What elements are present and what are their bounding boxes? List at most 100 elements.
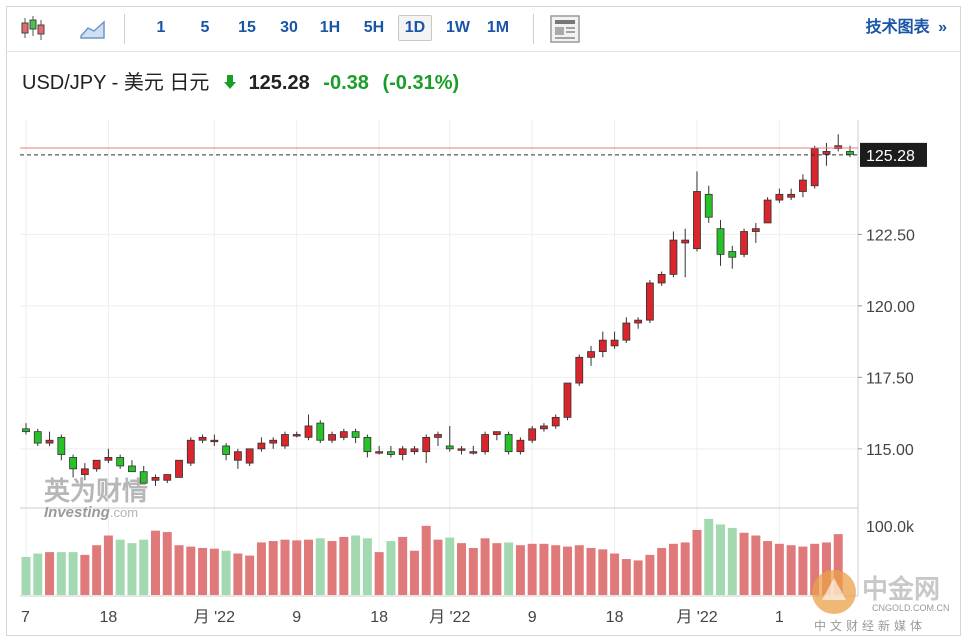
interval-button-1h[interactable]: 1H (319, 19, 341, 36)
candle[interactable] (351, 428, 360, 444)
candle[interactable] (846, 145, 854, 158)
candle[interactable] (398, 445, 407, 461)
candle[interactable] (245, 448, 254, 466)
candle[interactable] (834, 134, 843, 152)
candle[interactable] (198, 434, 207, 444)
interval-button-1[interactable]: 1 (156, 19, 166, 36)
candle-body (175, 459, 183, 478)
candle[interactable] (528, 425, 537, 444)
candle[interactable] (740, 228, 748, 258)
candle[interactable] (481, 431, 489, 455)
candle[interactable] (116, 454, 125, 469)
interval-button-5h[interactable]: 5H (363, 19, 385, 36)
time-tick-label: 7 (21, 609, 30, 626)
candle[interactable] (657, 271, 666, 286)
candle[interactable] (222, 443, 231, 461)
candle[interactable] (492, 431, 501, 441)
cngold-logo-text: 中金网 (862, 574, 940, 604)
candle[interactable] (233, 448, 242, 469)
interval-button-15[interactable]: 15 (238, 19, 256, 36)
candle[interactable] (504, 431, 513, 455)
candle[interactable] (634, 317, 643, 329)
candle[interactable] (563, 382, 572, 421)
candle[interactable] (681, 228, 690, 278)
candle[interactable] (363, 434, 372, 458)
candle[interactable] (575, 354, 584, 386)
candle[interactable] (799, 174, 807, 198)
candle[interactable] (445, 425, 454, 452)
candle[interactable] (292, 431, 301, 438)
candle[interactable] (610, 331, 619, 349)
candle[interactable] (69, 454, 77, 478)
volume-bar (504, 542, 514, 595)
candle[interactable] (751, 222, 760, 243)
candle[interactable] (328, 431, 336, 444)
interval-button-1d[interactable]: 1D (398, 15, 432, 41)
candle[interactable] (410, 445, 419, 455)
candle[interactable] (775, 188, 784, 203)
candle[interactable] (104, 448, 113, 464)
candle[interactable] (540, 423, 548, 432)
candle[interactable] (45, 431, 54, 446)
candle-body (139, 471, 148, 484)
candle[interactable] (787, 188, 796, 201)
candle[interactable] (587, 345, 595, 366)
candle-body (210, 439, 219, 443)
candle[interactable] (810, 145, 819, 189)
candle[interactable] (551, 414, 560, 429)
candle[interactable] (175, 459, 183, 478)
candle[interactable] (598, 331, 607, 358)
candle[interactable] (645, 280, 654, 324)
candle[interactable] (128, 460, 136, 473)
volume-bar (774, 543, 784, 595)
candle[interactable] (92, 459, 101, 472)
candle[interactable] (763, 197, 772, 224)
candle[interactable] (669, 231, 678, 278)
candle[interactable] (316, 420, 325, 444)
candle-body (728, 251, 737, 258)
candle[interactable] (139, 465, 148, 484)
candle[interactable] (457, 445, 466, 455)
candle[interactable] (693, 171, 701, 252)
candle[interactable] (57, 434, 66, 461)
candle[interactable] (210, 434, 219, 446)
candle-body (740, 231, 748, 255)
candle[interactable] (269, 437, 278, 449)
price-lines (20, 147, 858, 156)
technical-chart-link[interactable]: 技术图表 » (866, 15, 947, 41)
candle-body (410, 448, 419, 453)
interval-button-5[interactable]: 5 (200, 19, 210, 36)
candle[interactable] (257, 437, 266, 452)
time-tick-label: 18 (606, 609, 624, 626)
candle[interactable] (339, 428, 348, 441)
candle[interactable] (704, 185, 713, 223)
candle[interactable] (22, 423, 30, 435)
candle[interactable] (387, 445, 395, 458)
candle[interactable] (151, 474, 160, 486)
interval-button-1m[interactable]: 1M (486, 19, 510, 36)
candle[interactable] (186, 437, 195, 466)
candle[interactable] (375, 445, 384, 455)
candle-body (281, 434, 289, 447)
interval-button-1w[interactable]: 1W (446, 19, 470, 36)
candle[interactable] (163, 474, 172, 484)
candle[interactable] (622, 317, 631, 344)
news-panel-icon[interactable] (549, 14, 581, 44)
candle[interactable] (716, 220, 725, 266)
candle[interactable] (469, 445, 478, 455)
candle[interactable] (422, 434, 431, 464)
candle[interactable] (728, 245, 737, 269)
time-tick-label: 18 (370, 609, 388, 626)
area-chart-type-icon[interactable] (78, 14, 108, 42)
candlestick-type-icon[interactable] (18, 14, 48, 42)
candle[interactable] (80, 463, 89, 481)
candle[interactable] (304, 414, 313, 441)
candle[interactable] (434, 431, 442, 446)
candle[interactable] (516, 437, 525, 455)
candle[interactable] (281, 431, 289, 449)
candle[interactable] (822, 142, 831, 166)
candle[interactable] (33, 428, 42, 446)
interval-button-30[interactable]: 30 (280, 19, 298, 36)
candle-body (834, 145, 843, 149)
